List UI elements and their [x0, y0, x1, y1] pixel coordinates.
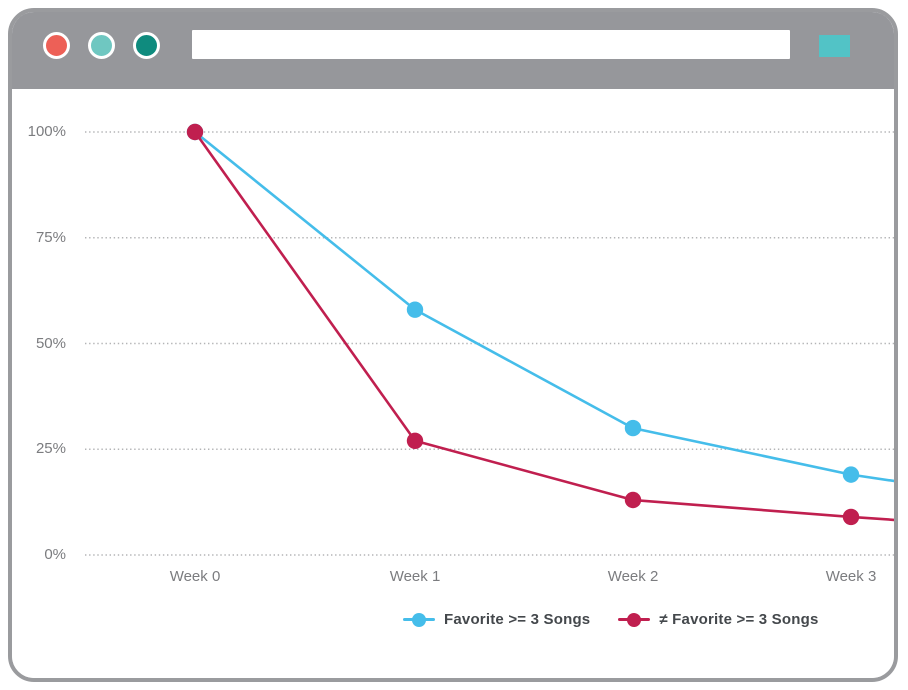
browser-titlebar	[12, 12, 894, 89]
window-minimize-button[interactable]	[88, 32, 115, 59]
window-controls	[43, 32, 160, 59]
legend-item-favorite[interactable]: Favorite >= 3 Songs	[403, 611, 590, 628]
y-axis-label: 0%	[44, 546, 66, 563]
chart-area: 100% 75% 50% 25% 0% Week 0 Week 1 Week 2…	[12, 89, 894, 678]
y-axis-label: 25%	[35, 440, 66, 457]
x-axis-label: Week 2	[607, 568, 659, 585]
y-axis-label: 100%	[27, 123, 66, 140]
y-axis-label: 50%	[35, 335, 66, 352]
browser-window: 100% 75% 50% 25% 0% Week 0 Week 1 Week 2…	[8, 8, 898, 682]
chart-legend: Favorite >= 3 Songs ≠ Favorite >= 3 Song…	[403, 611, 819, 628]
legend-marker-blue-icon	[403, 612, 435, 628]
window-close-button[interactable]	[43, 32, 70, 59]
window-maximize-button[interactable]	[133, 32, 160, 59]
legend-marker-red-icon	[618, 612, 651, 628]
x-axis-label: Week 0	[169, 568, 221, 585]
url-bar[interactable]	[192, 30, 790, 59]
y-axis-label: 75%	[35, 229, 66, 246]
x-axis-label: Week 1	[389, 568, 441, 585]
menu-button[interactable]	[819, 35, 850, 57]
legend-label: ≠ Favorite >= 3 Songs	[659, 611, 819, 628]
line-chart	[85, 123, 894, 556]
legend-item-not-favorite[interactable]: ≠ Favorite >= 3 Songs	[618, 611, 818, 628]
legend-label: Favorite >= 3 Songs	[444, 611, 591, 628]
x-axis-label: Week 3	[825, 568, 877, 585]
